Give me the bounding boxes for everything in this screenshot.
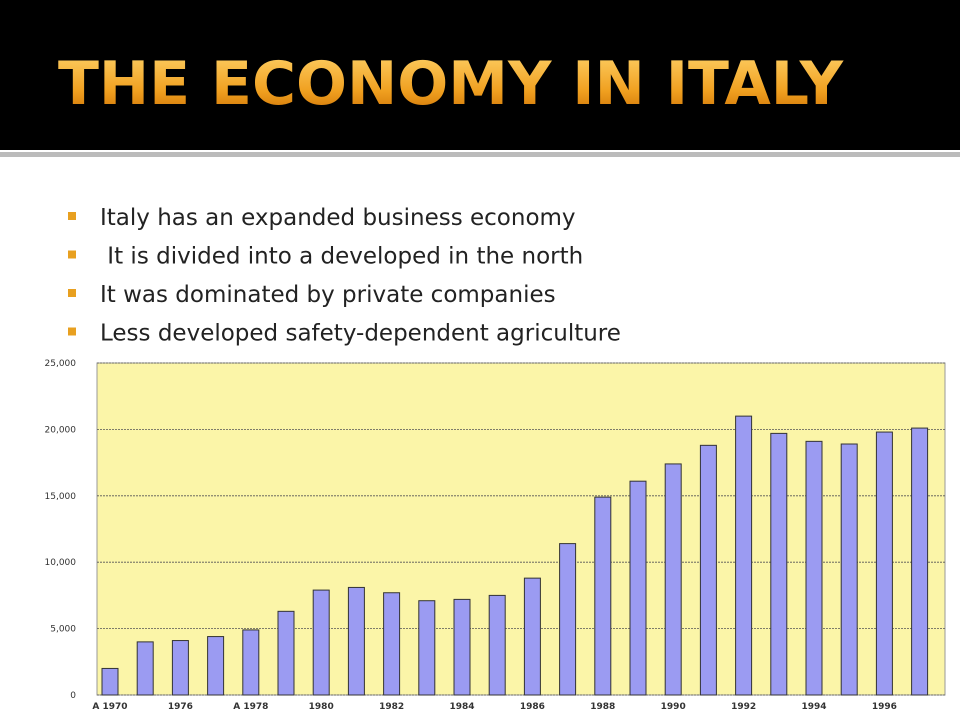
bar (418, 600, 436, 696)
bar (559, 543, 577, 696)
bar (171, 640, 189, 696)
bar (699, 444, 717, 696)
bar (383, 592, 401, 696)
bullet-text: Less developed safety-dependent agricult… (100, 321, 621, 347)
bar (770, 432, 788, 696)
x-tick-label: 1992 (731, 702, 756, 712)
x-tick-label: 1990 (661, 702, 686, 712)
x-tick-label: 1982 (379, 702, 404, 712)
x-tick-label: A 1970 (92, 702, 127, 712)
y-tick-label: 20,000 (45, 425, 77, 435)
bar (875, 431, 893, 696)
bar (347, 586, 365, 696)
x-tick-label: 1988 (590, 702, 615, 712)
bullet-marker (68, 212, 76, 220)
bar (911, 427, 929, 696)
x-tick-label: 1984 (449, 702, 474, 712)
bar (136, 641, 154, 696)
bar (664, 463, 682, 696)
bar (242, 629, 260, 696)
slide-title: THE ECONOMY IN ITALY (58, 49, 845, 119)
x-tick-label: 1980 (309, 702, 334, 712)
bullet-marker (68, 289, 76, 297)
bar (629, 480, 647, 696)
x-tick-label: 1994 (801, 702, 826, 712)
y-tick-label: 0 (70, 691, 76, 701)
y-tick-label: 25,000 (45, 359, 77, 369)
header-rule (0, 152, 960, 157)
bar (735, 415, 753, 696)
plot-area (96, 362, 946, 696)
bar (488, 594, 506, 696)
x-tick-label: 1996 (872, 702, 897, 712)
bullet-marker (68, 327, 76, 336)
bar (840, 443, 858, 696)
bullet-marker (68, 250, 76, 259)
bar (101, 667, 119, 696)
bar (277, 610, 295, 696)
x-tick-label: 1986 (520, 702, 545, 712)
bar (523, 577, 541, 696)
bar (312, 589, 330, 696)
bar (805, 440, 823, 696)
bar (207, 636, 225, 696)
y-tick-label: 15,000 (45, 492, 77, 502)
header-band (0, 0, 960, 150)
bullet-text: Italy has an expanded business economy (100, 205, 576, 231)
x-tick-label: A 1978 (233, 702, 268, 712)
bar (453, 598, 471, 696)
y-tick-label: 10,000 (45, 558, 77, 568)
y-tick-label: 5,000 (50, 625, 76, 635)
x-tick-label: 1976 (168, 702, 193, 712)
bar (594, 496, 612, 696)
bullet-text: It was dominated by private companies (100, 282, 556, 308)
bullet-text: It is divided into a developed in the no… (100, 244, 583, 270)
